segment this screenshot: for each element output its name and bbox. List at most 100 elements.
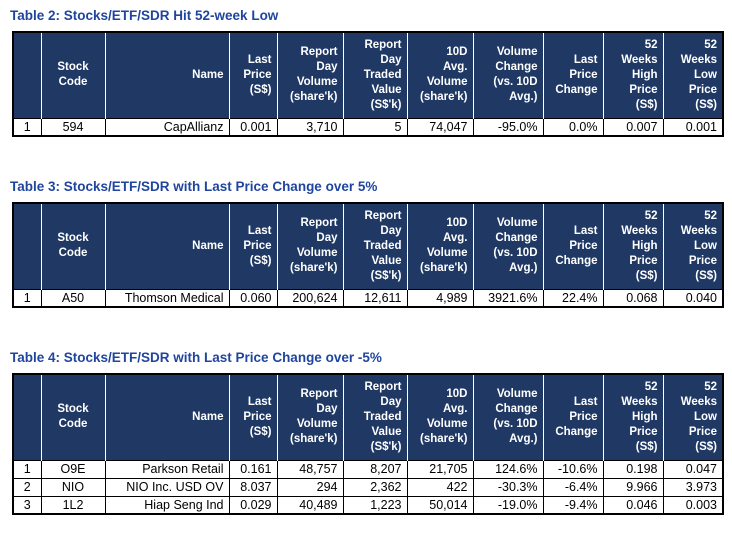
last-price-change-header: Last Price Change (542, 32, 604, 118)
row-number-header (12, 203, 42, 289)
table-body: 1 O9E Parkson Retail 0.161 48,757 8,207 21,705… (12, 459, 724, 515)
table-row: 1 594 CapAllianz 0.001 3,710 5 74,047 -95.0% 0.0… (12, 117, 724, 137)
report-day-traded-value: 12,611 (342, 288, 408, 308)
10d-avg-volume: 21,705 (406, 459, 474, 479)
stock-code-header: Stock Code (40, 203, 106, 289)
52w-low-price: 0.001 (662, 117, 724, 137)
52w-low-price: 0.047 (662, 459, 724, 479)
table-body: 1 594 CapAllianz 0.001 3,710 5 74,047 -95.0% 0.0… (12, 117, 724, 137)
table-title: Table 2: Stocks/ETF/SDR Hit 52-week Low (10, 8, 279, 23)
52w-low-price: 0.003 (662, 495, 724, 515)
row-number: 1 (12, 288, 42, 308)
volume-change-header: Volume Change (vs. 10D Avg.) (472, 203, 544, 289)
10d-avg-volume: 74,047 (406, 117, 474, 137)
52w-high-price: 0.007 (602, 117, 664, 137)
stock-code: 1L2 (40, 495, 106, 515)
last-price-header: Last Price (S$) (228, 374, 278, 460)
row-number: 2 (12, 477, 42, 497)
table-header: Stock Code Name Last Price (S$) Report Day … (12, 203, 724, 289)
report-day-traded-value: 1,223 (342, 495, 408, 515)
table-row: 2 NIO NIO Inc. USD OV 8.037 294 2,362 422 -30.3… (12, 477, 724, 497)
last-price: 0.001 (228, 117, 278, 137)
report-day-traded-value: 5 (342, 117, 408, 137)
row-number: 3 (12, 495, 42, 515)
10d-avg-volume: 422 (406, 477, 474, 497)
report-day-volume: 200,624 (276, 288, 344, 308)
52w-high-price-header: 52 Weeks High Price (S$) (602, 32, 664, 118)
report-day-volume: 3,710 (276, 117, 344, 137)
10d-avg-volume-header: 10D Avg. Volume (share'k) (406, 374, 474, 460)
table-section: Table 3: Stocks/ETF/SDR with Last Price … (10, 179, 732, 308)
name-header: Name (104, 203, 230, 289)
table-header: Stock Code Name Last Price (S$) Report Day … (12, 374, 724, 460)
volume-change: -30.3% (472, 477, 544, 497)
report-day-traded-value-header: Report Day Traded Value (S$'k) (342, 203, 408, 289)
header-row: Stock Code Name Last Price (S$) Report Day … (12, 374, 724, 460)
last-price: 0.029 (228, 495, 278, 515)
10d-avg-volume: 50,014 (406, 495, 474, 515)
table-row: 1 A50 Thomson Medical 0.060 200,624 12,611 4,9… (12, 288, 724, 308)
stock-code-header: Stock Code (40, 374, 106, 460)
last-price-change: 22.4% (542, 288, 604, 308)
52w-high-price: 0.068 (602, 288, 664, 308)
last-price-header: Last Price (S$) (228, 203, 278, 289)
last-price-change: -6.4% (542, 477, 604, 497)
10d-avg-volume-header: 10D Avg. Volume (share'k) (406, 203, 474, 289)
last-price-change: -10.6% (542, 459, 604, 479)
stock-name: Hiap Seng Ind (104, 495, 230, 515)
stock-name: CapAllianz (104, 117, 230, 137)
header-row: Stock Code Name Last Price (S$) Report Day … (12, 32, 724, 118)
52w-low-price: 3.973 (662, 477, 724, 497)
52w-high-price: 9.966 (602, 477, 664, 497)
volume-change: 124.6% (472, 459, 544, 479)
last-price-header: Last Price (S$) (228, 32, 278, 118)
last-price-change: 0.0% (542, 117, 604, 137)
name-header: Name (104, 374, 230, 460)
row-number: 1 (12, 117, 42, 137)
52w-low-price: 0.040 (662, 288, 724, 308)
last-price-change-header: Last Price Change (542, 374, 604, 460)
table-row: 1 O9E Parkson Retail 0.161 48,757 8,207 21,705… (12, 459, 724, 479)
report-day-traded-value: 2,362 (342, 477, 408, 497)
table-title: Table 3: Stocks/ETF/SDR with Last Price … (10, 179, 378, 194)
stock-name: NIO Inc. USD OV (104, 477, 230, 497)
stock-code: A50 (40, 288, 106, 308)
volume-change: -95.0% (472, 117, 544, 137)
report-day-volume: 294 (276, 477, 344, 497)
stocks-table: Stock Code Name Last Price (S$) Report Day … (12, 202, 724, 308)
stock-code: NIO (40, 477, 106, 497)
report-page: Table 2: Stocks/ETF/SDR Hit 52-week Low … (10, 8, 732, 515)
stock-code: 594 (40, 117, 106, 137)
52w-high-price: 0.198 (602, 459, 664, 479)
volume-change: 3921.6% (472, 288, 544, 308)
last-price: 8.037 (228, 477, 278, 497)
report-day-volume-header: Report Day Volume (share'k) (276, 32, 344, 118)
stock-code-header: Stock Code (40, 32, 106, 118)
report-day-traded-value-header: Report Day Traded Value (S$'k) (342, 32, 408, 118)
row-number: 1 (12, 459, 42, 479)
report-day-volume: 48,757 (276, 459, 344, 479)
stock-code: O9E (40, 459, 106, 479)
10d-avg-volume: 4,989 (406, 288, 474, 308)
table-section: Table 4: Stocks/ETF/SDR with Last Price … (10, 350, 732, 515)
header-row: Stock Code Name Last Price (S$) Report Day … (12, 203, 724, 289)
table-body: 1 A50 Thomson Medical 0.060 200,624 12,611 4,9… (12, 288, 724, 308)
52w-low-price-header: 52 Weeks Low Price (S$) (662, 203, 724, 289)
stocks-table: Stock Code Name Last Price (S$) Report Day … (12, 31, 724, 137)
name-header: Name (104, 32, 230, 118)
table-row: 3 1L2 Hiap Seng Ind 0.029 40,489 1,223 50,014-… (12, 495, 724, 515)
table-title: Table 4: Stocks/ETF/SDR with Last Price … (10, 350, 382, 365)
stock-name: Thomson Medical (104, 288, 230, 308)
report-day-traded-value-header: Report Day Traded Value (S$'k) (342, 374, 408, 460)
52w-low-price-header: 52 Weeks Low Price (S$) (662, 32, 724, 118)
52w-high-price-header: 52 Weeks High Price (S$) (602, 374, 664, 460)
volume-change-header: Volume Change (vs. 10D Avg.) (472, 32, 544, 118)
table-header: Stock Code Name Last Price (S$) Report Day … (12, 32, 724, 118)
stock-name: Parkson Retail (104, 459, 230, 479)
stocks-table: Stock Code Name Last Price (S$) Report Day … (12, 373, 724, 515)
report-day-volume-header: Report Day Volume (share'k) (276, 203, 344, 289)
last-price: 0.060 (228, 288, 278, 308)
last-price-change-header: Last Price Change (542, 203, 604, 289)
report-day-volume: 40,489 (276, 495, 344, 515)
last-price: 0.161 (228, 459, 278, 479)
